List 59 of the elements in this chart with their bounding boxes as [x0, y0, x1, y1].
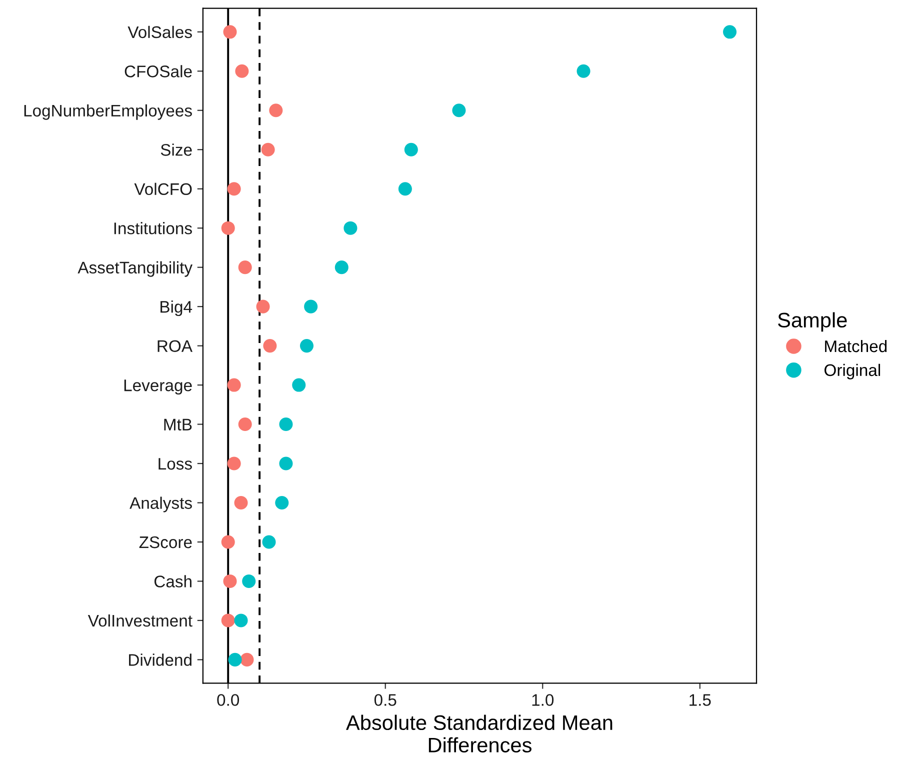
y-tick-label: Loss — [158, 458, 192, 470]
point — [227, 456, 241, 470]
point — [238, 260, 252, 274]
y-tick-label: Size — [160, 144, 192, 156]
point — [223, 25, 237, 39]
point — [223, 574, 237, 588]
y-tick-label: ZScore — [139, 536, 192, 548]
y-tick-label: Cash — [154, 575, 192, 588]
point — [238, 418, 252, 432]
y-tick-label: Analysts — [130, 496, 192, 512]
x-tick-label: 1.5 — [690, 694, 711, 706]
x-tick-label: 0.5 — [374, 694, 396, 706]
point — [334, 260, 348, 274]
legend-label: Matched — [825, 340, 887, 352]
y-tick-label: CFOSale — [124, 65, 192, 78]
point — [221, 221, 235, 235]
point — [404, 142, 418, 156]
y-tick-label: Institutions — [114, 222, 192, 234]
point — [398, 182, 412, 196]
y-tick-label: AssetTangibility — [78, 261, 192, 277]
point — [723, 25, 737, 39]
y-tick-label: VolSales — [128, 26, 192, 38]
point — [256, 300, 270, 314]
x-tick-label: 1.0 — [532, 694, 554, 706]
y-tick-label: Big4 — [160, 300, 192, 316]
point — [227, 378, 241, 392]
y-tick-label: Leverage — [124, 380, 192, 395]
point — [300, 339, 314, 353]
point — [235, 64, 249, 78]
point — [304, 300, 318, 314]
point — [263, 339, 277, 353]
point — [275, 496, 289, 510]
point — [292, 378, 306, 392]
point — [452, 104, 466, 118]
point — [240, 652, 254, 666]
point — [221, 614, 235, 628]
point — [242, 574, 256, 588]
point — [228, 652, 242, 666]
y-tick-label: Dividend — [129, 654, 192, 666]
y-tick-label: MtB — [164, 418, 192, 430]
point — [234, 614, 248, 628]
point — [269, 104, 283, 118]
point — [221, 535, 235, 549]
y-tick-label: LogNumberEmployees — [24, 104, 192, 120]
point — [279, 456, 293, 470]
point — [279, 418, 293, 432]
y-tick-label: VolInvestment — [88, 614, 192, 627]
y-tick-label: VolCFO — [134, 182, 192, 196]
legend-label: Original — [824, 364, 880, 380]
x-tick-label: 0.0 — [217, 694, 240, 706]
point — [344, 221, 358, 235]
point — [576, 64, 590, 78]
point — [234, 496, 248, 510]
legend-title: Sample — [778, 312, 847, 332]
y-tick-label: ROA — [158, 340, 192, 352]
x-axis-title: Absolute Standardized Mean Differences — [346, 714, 612, 752]
point — [262, 535, 276, 549]
point — [227, 182, 241, 196]
point — [261, 142, 275, 156]
